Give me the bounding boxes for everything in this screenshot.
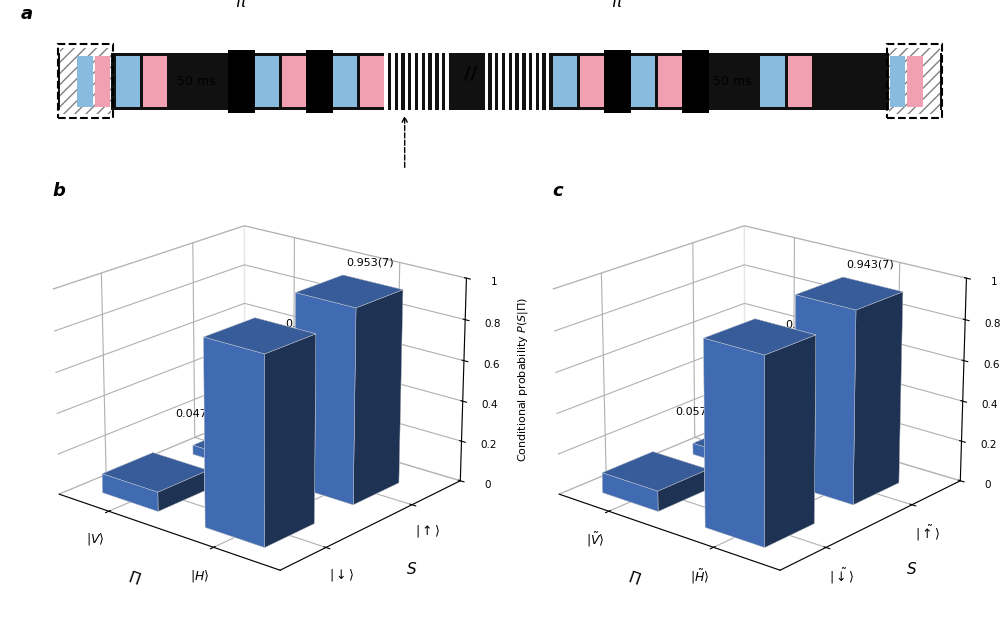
Bar	[505, 53, 509, 110]
Bar	[580, 56, 604, 107]
Bar	[306, 50, 333, 113]
Bar	[255, 56, 279, 107]
Bar	[788, 56, 812, 107]
Bar	[391, 53, 395, 110]
Bar	[498, 53, 502, 110]
Bar	[360, 56, 384, 107]
Text: 50 ms: 50 ms	[713, 75, 752, 88]
Bar	[889, 49, 940, 114]
Bar	[425, 53, 428, 110]
Bar	[519, 53, 522, 110]
Bar	[907, 56, 923, 107]
Bar	[512, 53, 515, 110]
Text: b: b	[53, 182, 66, 200]
Text: 50 ms: 50 ms	[177, 75, 215, 88]
Bar	[405, 53, 408, 110]
Bar	[116, 56, 140, 107]
Text: a: a	[21, 5, 33, 23]
Bar	[95, 56, 110, 107]
Bar	[77, 56, 93, 107]
Bar	[228, 50, 255, 113]
Bar	[432, 53, 435, 110]
Bar	[485, 53, 488, 110]
Bar	[682, 50, 709, 113]
Bar	[439, 53, 442, 110]
Bar	[60, 49, 111, 114]
Bar	[398, 53, 401, 110]
Bar	[631, 56, 655, 107]
Bar	[532, 53, 536, 110]
Bar	[411, 53, 415, 110]
Text: c: c	[553, 182, 563, 200]
X-axis label: $\Pi$: $\Pi$	[125, 569, 142, 588]
Bar	[546, 53, 549, 110]
Bar	[143, 56, 167, 107]
Y-axis label: $S$: $S$	[406, 560, 417, 577]
Bar	[539, 53, 542, 110]
Bar	[604, 50, 631, 113]
Text: entanglement attempts: entanglement attempts	[330, 117, 479, 201]
Bar	[333, 56, 357, 107]
Bar	[553, 56, 577, 107]
Text: $\pi$: $\pi$	[611, 0, 624, 11]
Bar	[282, 56, 306, 107]
Bar	[526, 53, 529, 110]
Bar	[760, 56, 785, 107]
Text: $\pi$: $\pi$	[235, 0, 248, 11]
X-axis label: $\Pi$: $\Pi$	[625, 569, 642, 588]
Bar	[890, 56, 905, 107]
Bar	[384, 53, 388, 110]
Text: //: //	[464, 65, 477, 83]
Bar	[658, 56, 682, 107]
Bar	[492, 53, 495, 110]
Bar	[445, 53, 449, 110]
Y-axis label: $S$: $S$	[906, 560, 917, 577]
Bar	[418, 53, 422, 110]
Bar	[58, 53, 942, 110]
